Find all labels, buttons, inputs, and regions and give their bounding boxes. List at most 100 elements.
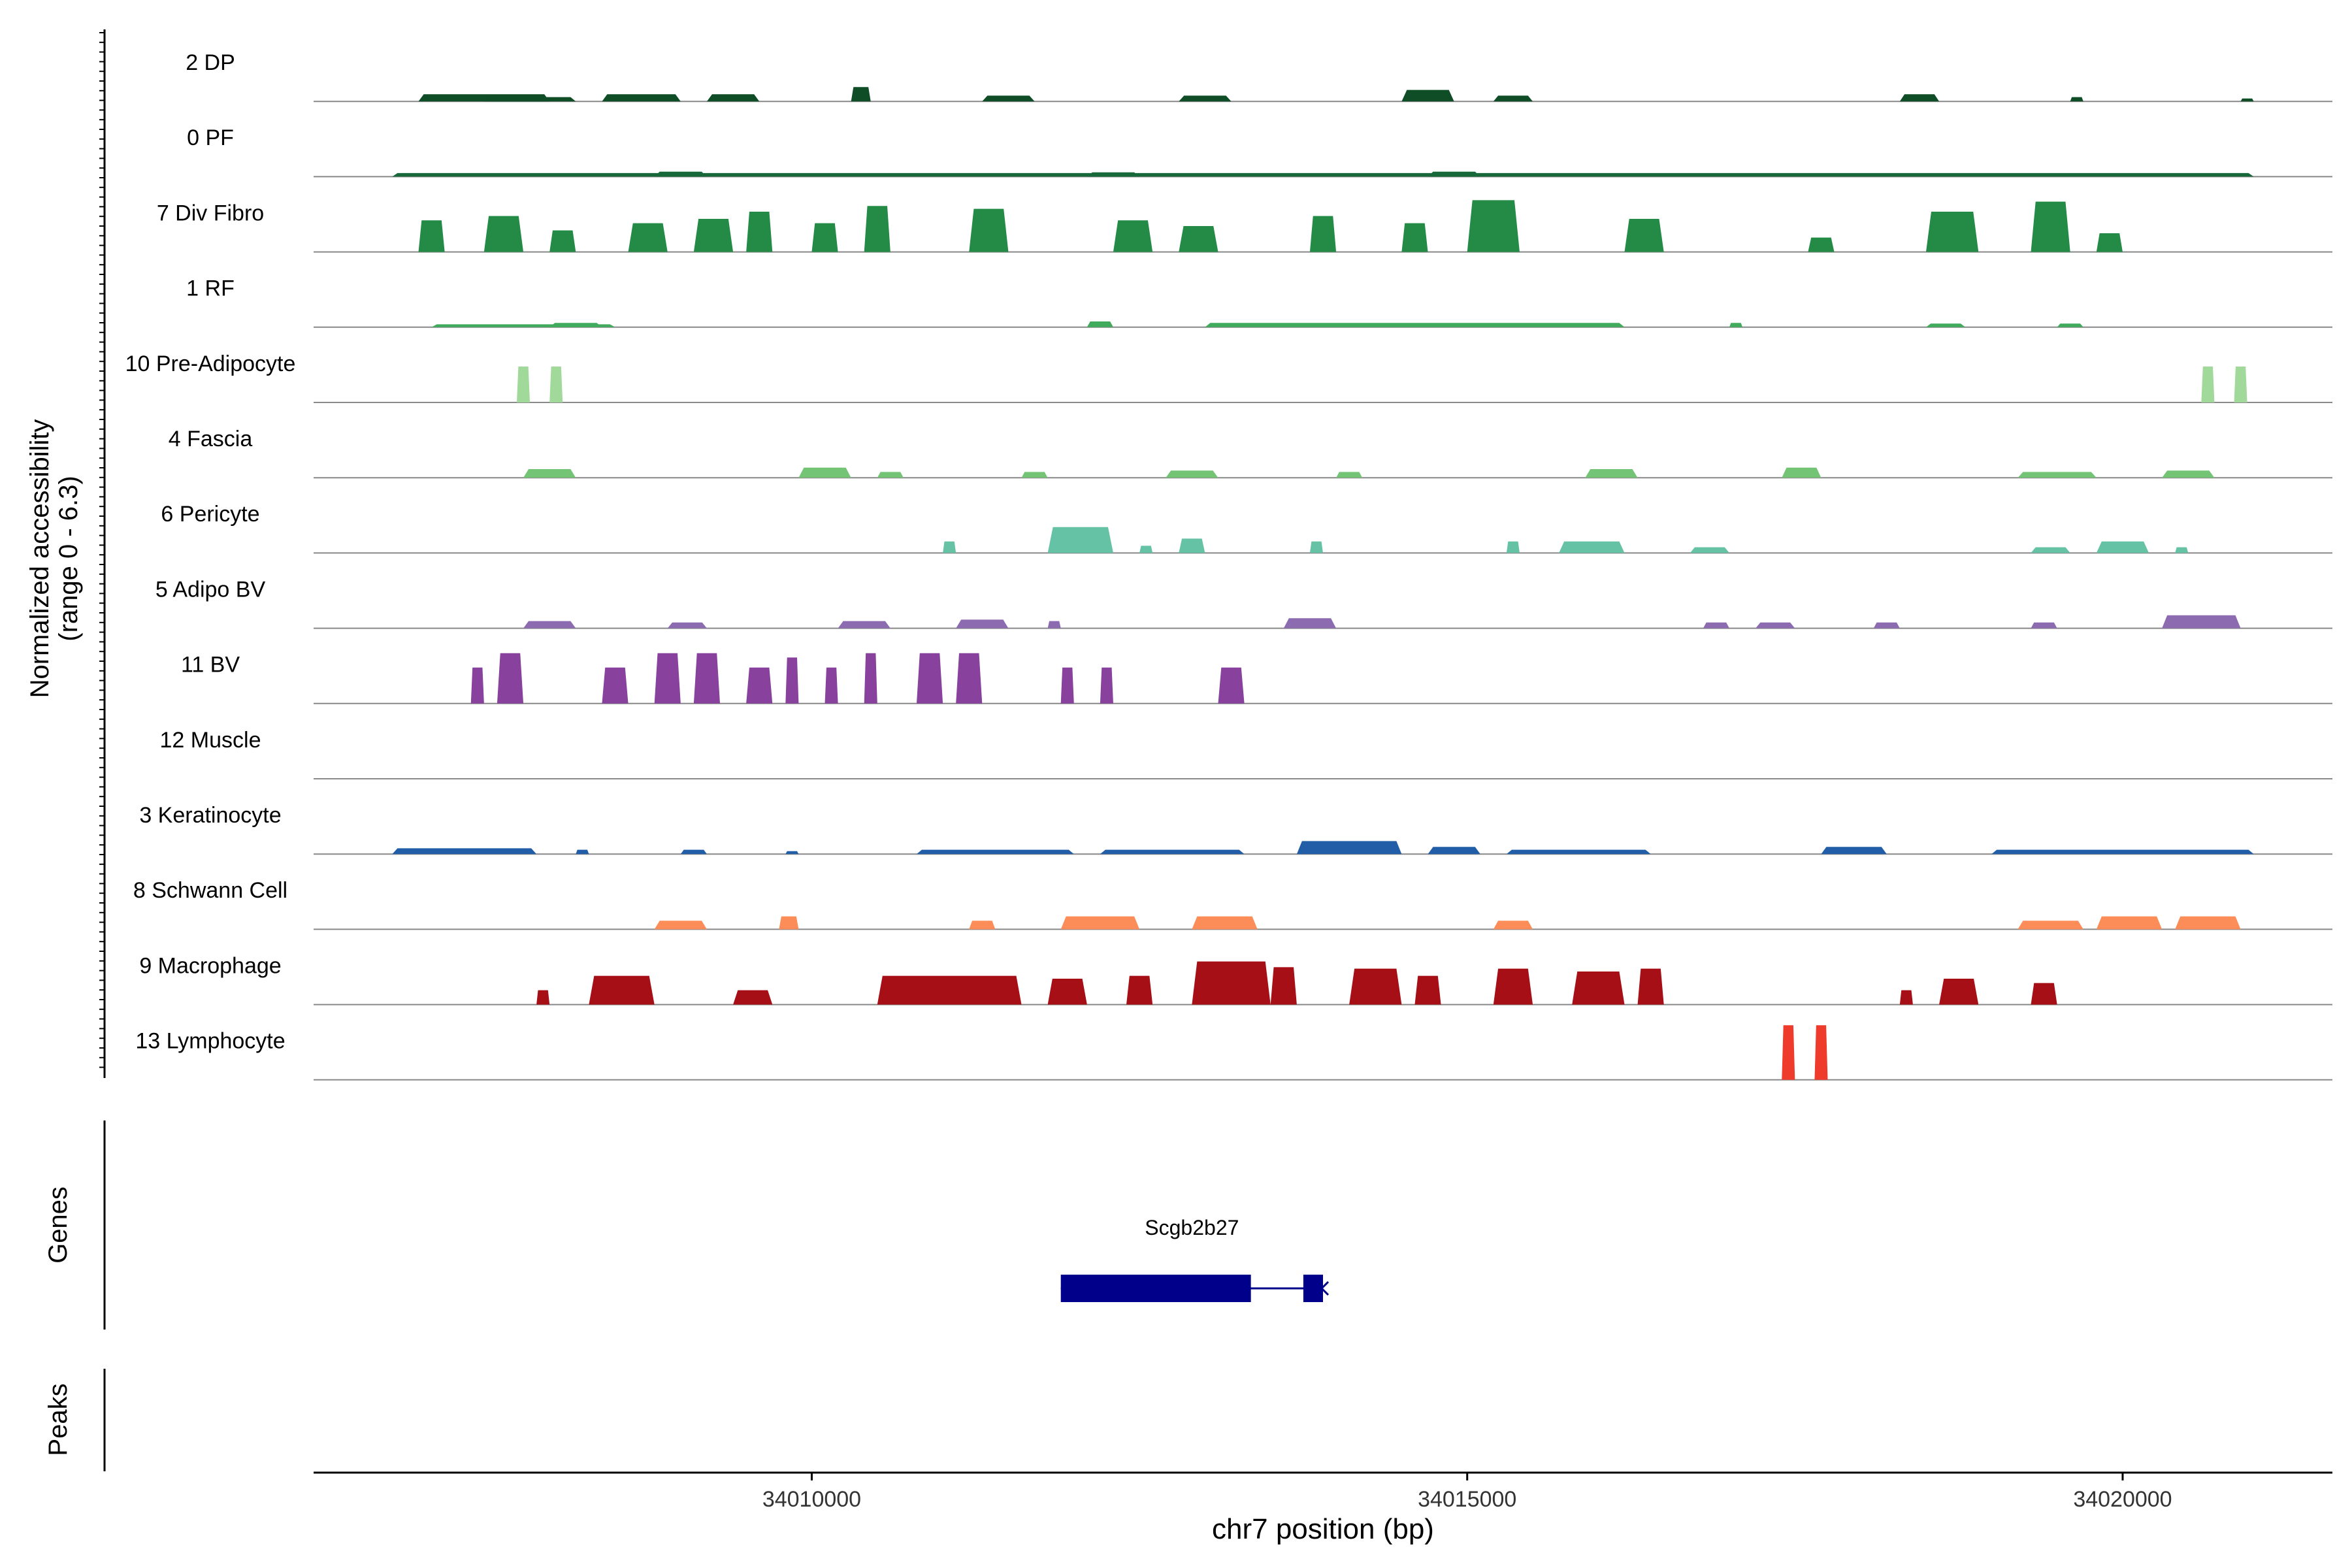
track-4-fascia: 4 Fascia	[169, 427, 2332, 479]
coverage-peak	[969, 208, 1009, 252]
coverage-y-axis-ticks	[99, 32, 105, 1068]
track-label: 6 Pericyte	[161, 502, 259, 527]
coverage-peak	[2031, 622, 2057, 629]
coverage-peak	[693, 653, 721, 704]
coverage-peak	[1782, 1025, 1795, 1080]
coverage-peak	[1925, 323, 1966, 327]
coverage-peak	[1414, 975, 1441, 1005]
coverage-peak	[1179, 538, 1205, 553]
track-label: 2 DP	[186, 50, 235, 75]
coverage-peak	[2201, 367, 2215, 402]
coverage-peak	[798, 467, 851, 478]
coverage-peak	[1100, 849, 1245, 855]
track-label: 7 Div Fibro	[157, 201, 264, 225]
coverage-peak	[733, 990, 773, 1005]
coverage-peak	[1493, 921, 1533, 930]
coverage-peak	[654, 653, 681, 704]
coverage-peak	[1047, 979, 1087, 1005]
coverage-peak	[1060, 667, 1074, 704]
coverage-peak	[1218, 667, 1245, 704]
coverage-peak	[2096, 541, 2149, 553]
coverage-peak	[838, 621, 890, 629]
coverage-peak	[680, 849, 707, 855]
coverage-peak	[825, 667, 838, 704]
coverage-peak	[1401, 90, 1454, 102]
track-1-rf: 1 RF	[186, 276, 2332, 328]
coverage-peak	[785, 657, 799, 704]
coverage-peak	[1401, 223, 1428, 252]
coverage-peak	[1205, 323, 1625, 327]
coverage-peak	[1428, 171, 1480, 177]
coverage-peak	[1179, 226, 1218, 252]
track-7-div-fibro: 7 Div Fibro	[157, 200, 2332, 253]
coverage-peak	[1899, 94, 1940, 102]
coverage-peak	[956, 653, 983, 704]
coverage-peak	[2162, 470, 2215, 478]
coverage-peak	[864, 653, 877, 704]
coverage-peak	[1126, 975, 1153, 1005]
coverage-peak	[1729, 323, 1743, 327]
gene-name-label: Scgb2b27	[1145, 1216, 1239, 1239]
coverage-peak	[1467, 200, 1520, 252]
coverage-peak	[1506, 849, 1651, 855]
coverage-peak	[1939, 979, 1979, 1005]
x-tick-label: 34010000	[762, 1487, 861, 1512]
coverage-peak	[746, 212, 773, 252]
coverage-peak	[654, 921, 707, 930]
coverage-peak	[785, 851, 799, 855]
coverage-peak	[549, 367, 563, 402]
coverage-peak	[2240, 98, 2254, 102]
coverage-peak	[1493, 968, 1533, 1005]
track-label: 9 Macrophage	[139, 953, 281, 978]
coverage-peak	[956, 619, 1009, 629]
coverage-peak	[746, 667, 773, 704]
coverage-peak	[2031, 983, 2057, 1005]
track-10-pre-adipocyte: 10 Pre-Adipocyte	[125, 351, 2332, 403]
coverage-peak	[1283, 618, 1337, 629]
track-12-muscle: 12 Muscle	[160, 728, 2332, 779]
coverage-peak	[517, 367, 531, 402]
coverage-peak	[1559, 541, 1625, 553]
coverage-peak	[1336, 472, 1363, 478]
coverage-peak	[523, 621, 576, 629]
coverage-peak	[877, 975, 1022, 1005]
coverage-peak	[779, 916, 799, 930]
coverage-peak	[2070, 97, 2083, 102]
coverage-peak	[628, 223, 668, 252]
track-13-lymphocyte: 13 Lymphocyte	[135, 1025, 2332, 1081]
gene-exon	[1060, 1275, 1251, 1302]
x-tick-label: 34015000	[1418, 1487, 1516, 1512]
coverage-peak	[916, 849, 1074, 855]
coverage-peak	[602, 667, 629, 704]
track-label: 13 Lymphocyte	[135, 1029, 285, 1054]
track-label: 3 Keratinocyte	[139, 803, 281, 828]
coverage-peak	[811, 223, 838, 252]
coverage-peak	[602, 94, 681, 102]
coverage-peak	[851, 87, 871, 102]
coverage-peak	[1060, 916, 1140, 930]
coverage-peak	[1782, 467, 1821, 478]
coverage-peak	[2057, 323, 2083, 327]
coverage-peak	[470, 667, 484, 704]
coverage-peak	[1428, 847, 1480, 855]
coverage-peak	[1506, 541, 1520, 553]
coverage-peak	[1624, 219, 1664, 252]
coverage-peak	[1991, 849, 2254, 855]
coverage-peak	[1585, 469, 1638, 478]
x-tick-label: 34020000	[2073, 1487, 2172, 1512]
coverage-peak	[1179, 95, 1232, 102]
coverage-peak	[943, 541, 956, 553]
coverage-peak	[1309, 216, 1337, 252]
coverage-peak	[576, 849, 589, 855]
y-axis-title-line2: (range 0 - 6.3)	[54, 476, 83, 641]
coverage-peak	[2096, 916, 2163, 930]
coverage-peak	[2175, 547, 2189, 553]
track-2-dp: 2 DP	[186, 50, 2332, 103]
track-8-schwann-cell: 8 Schwann Cell	[133, 878, 2332, 930]
coverage-peak	[969, 921, 996, 930]
coverage-peak	[2031, 547, 2070, 553]
coverage-peak	[483, 97, 576, 102]
genes-panel-label: Genes	[44, 1186, 73, 1264]
coverage-peak	[2017, 921, 2083, 930]
